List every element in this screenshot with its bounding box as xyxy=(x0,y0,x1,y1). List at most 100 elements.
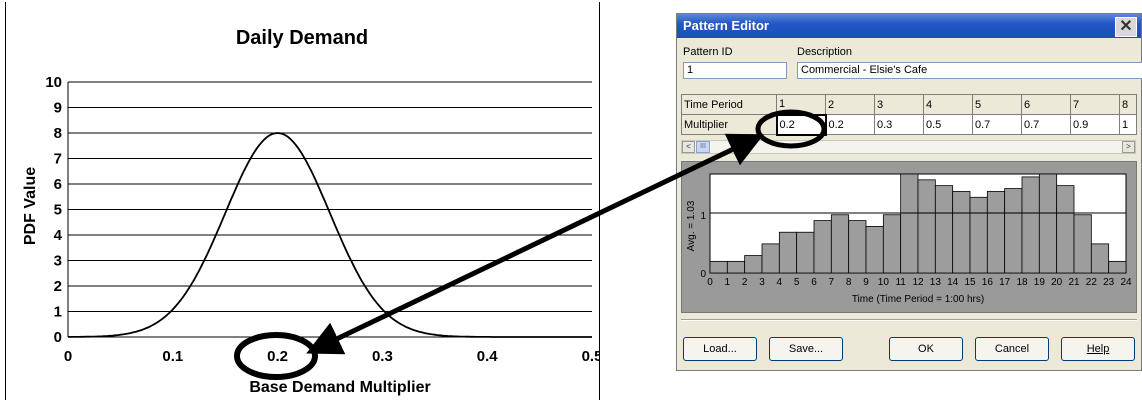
pattern-bar xyxy=(1090,243,1110,274)
x-tick-label: 0.2 xyxy=(267,348,288,365)
pattern-id-field[interactable]: 1 xyxy=(683,62,787,79)
pattern-y-label: Avg. = 1.03 xyxy=(686,200,697,251)
scroll-thumb[interactable]: III xyxy=(696,141,710,153)
multiplier-cell[interactable]: 0.2 xyxy=(825,114,875,135)
description-label: Description xyxy=(797,46,853,58)
x-tick-label: 0.4 xyxy=(477,348,499,365)
pattern-x-tick: 13 xyxy=(930,277,942,288)
multiplier-label: Multiplier xyxy=(681,114,777,135)
scroll-right-button[interactable]: > xyxy=(1122,141,1135,153)
period-header: 2 xyxy=(825,94,875,115)
y-tick-label: 5 xyxy=(54,202,62,219)
y-tick-label: 3 xyxy=(54,253,62,270)
pattern-bar xyxy=(1108,260,1127,274)
multiplier-cell[interactable]: 0.9 xyxy=(1070,114,1120,135)
pattern-bar xyxy=(813,220,832,274)
title-bar: Pattern Editor ✕ xyxy=(677,14,1141,38)
x-tick-label: 0 xyxy=(64,348,72,365)
pattern-x-tick: 14 xyxy=(947,277,959,288)
divider xyxy=(681,319,1137,321)
pattern-bar xyxy=(1021,176,1040,274)
pattern-x-tick: 17 xyxy=(999,277,1011,288)
pattern-x-tick: 16 xyxy=(982,277,994,288)
pattern-bar xyxy=(952,191,971,274)
pattern-bar xyxy=(830,214,850,274)
multiplier-cell[interactable]: 0.3 xyxy=(874,114,924,135)
pattern-bar-chart: 0 1 2 3 4 5 6 7 8 9 10 11 12 13 14 15 16 17 18 19 20 21 22 23 24… xyxy=(686,173,1132,305)
pattern-x-tick: 3 xyxy=(759,277,765,288)
save-button[interactable]: Save... xyxy=(769,337,843,361)
chart-title: Daily Demand xyxy=(236,27,368,49)
pattern-x-tick: 2 xyxy=(742,277,748,288)
daily-demand-plot: Daily Demand PDF Value Base Demand Multi… xyxy=(22,27,600,396)
y-tick-label: 2 xyxy=(54,278,62,295)
pattern-x-tick: 12 xyxy=(912,277,924,288)
x-tick-label: 0.1 xyxy=(162,348,183,365)
scroll-left-button[interactable]: < xyxy=(682,141,695,153)
pattern-x-tick: 11 xyxy=(895,277,906,288)
pattern-x-tick: 0 xyxy=(707,277,713,288)
ok-button[interactable]: OK xyxy=(889,337,963,361)
y-tick-label: 0 xyxy=(54,329,62,346)
horizontal-scrollbar[interactable]: < III > xyxy=(681,140,1136,154)
y-tick-label: 4 xyxy=(54,227,63,244)
help-button[interactable]: Help xyxy=(1061,337,1135,361)
gridlines xyxy=(67,81,592,338)
pattern-id-label: Pattern ID xyxy=(683,46,733,58)
multiplier-cell[interactable]: 0.5 xyxy=(923,114,973,135)
description-field[interactable]: Commercial - Elsie's Cafe xyxy=(797,62,1142,79)
multiplier-cell[interactable]: 0.2 xyxy=(775,113,827,136)
multiplier-row: Multiplier 0.2 0.2 0.3 0.5 0.7 0.7 0.9 1 xyxy=(681,113,1137,136)
pattern-bar xyxy=(865,226,884,274)
pattern-x-tick: 4 xyxy=(777,277,783,288)
pattern-y-tick: 0 xyxy=(700,269,706,280)
pattern-x-tick: 8 xyxy=(846,277,852,288)
pattern-bar xyxy=(761,243,780,274)
y-axis-label: PDF Value xyxy=(22,167,39,245)
pattern-x-tick: 9 xyxy=(863,277,869,288)
period-header: 6 xyxy=(1021,94,1071,115)
multiplier-cell[interactable]: 0.7 xyxy=(1021,114,1071,135)
pattern-x-label: Time (Time Period = 1:00 hrs) xyxy=(852,294,984,305)
pattern-bar xyxy=(1056,185,1075,274)
pattern-bar xyxy=(848,220,867,274)
close-button[interactable]: ✕ xyxy=(1115,17,1137,37)
pattern-bar xyxy=(917,179,936,274)
multiplier-grid: Time Period 1 2 3 4 5 6 7 8 Multiplier 0… xyxy=(681,94,1137,136)
load-button[interactable]: Load... xyxy=(683,337,757,361)
pattern-x-tick: 22 xyxy=(1086,277,1098,288)
pattern-x-tick: 15 xyxy=(964,277,976,288)
pattern-bar xyxy=(744,255,763,274)
pattern-bar xyxy=(1004,188,1023,274)
pattern-bar xyxy=(986,191,1006,274)
pattern-x-tick: 23 xyxy=(1103,277,1115,288)
period-header: 8 xyxy=(1119,94,1137,115)
pattern-bar xyxy=(934,185,954,274)
y-tick-label: 1 xyxy=(54,304,62,321)
pattern-bar xyxy=(900,173,919,274)
cancel-button[interactable]: Cancel xyxy=(975,337,1049,361)
pattern-bar xyxy=(969,196,988,274)
pattern-x-tick: 5 xyxy=(794,277,800,288)
window-title: Pattern Editor xyxy=(683,18,769,33)
pattern-y-tick: 1 xyxy=(700,211,706,222)
period-header: 5 xyxy=(972,94,1022,115)
pattern-plot-panel: 0 1 2 3 4 5 6 7 8 9 10 11 12 13 14 15 16 17 18 19 20 21 22 23 24… xyxy=(681,161,1137,313)
time-period-label: Time Period xyxy=(681,94,777,115)
pattern-bar xyxy=(709,260,728,274)
pattern-bar xyxy=(726,260,746,274)
pattern-x-tick: 6 xyxy=(811,277,817,288)
pattern-bar xyxy=(882,214,902,274)
tick-labels: 0 1 2 3 4 5 6 7 8 9 10 0 0.1 0.2 0.3 0.4 0.5 xyxy=(45,74,600,365)
pattern-x-tick: 10 xyxy=(878,277,890,288)
pattern-bar xyxy=(778,231,798,274)
pattern-x-tick: 1 xyxy=(725,277,731,288)
multiplier-cell[interactable]: 1 xyxy=(1119,114,1137,135)
pattern-bar xyxy=(1073,214,1092,274)
pattern-x-tick: 21 xyxy=(1068,277,1080,288)
y-tick-label: 9 xyxy=(54,100,62,117)
multiplier-cell[interactable]: 0.7 xyxy=(972,114,1022,135)
x-axis-label: Base Demand Multiplier xyxy=(249,379,430,396)
y-tick-label: 7 xyxy=(54,151,62,168)
x-tick-label: 0.5 xyxy=(582,348,600,365)
